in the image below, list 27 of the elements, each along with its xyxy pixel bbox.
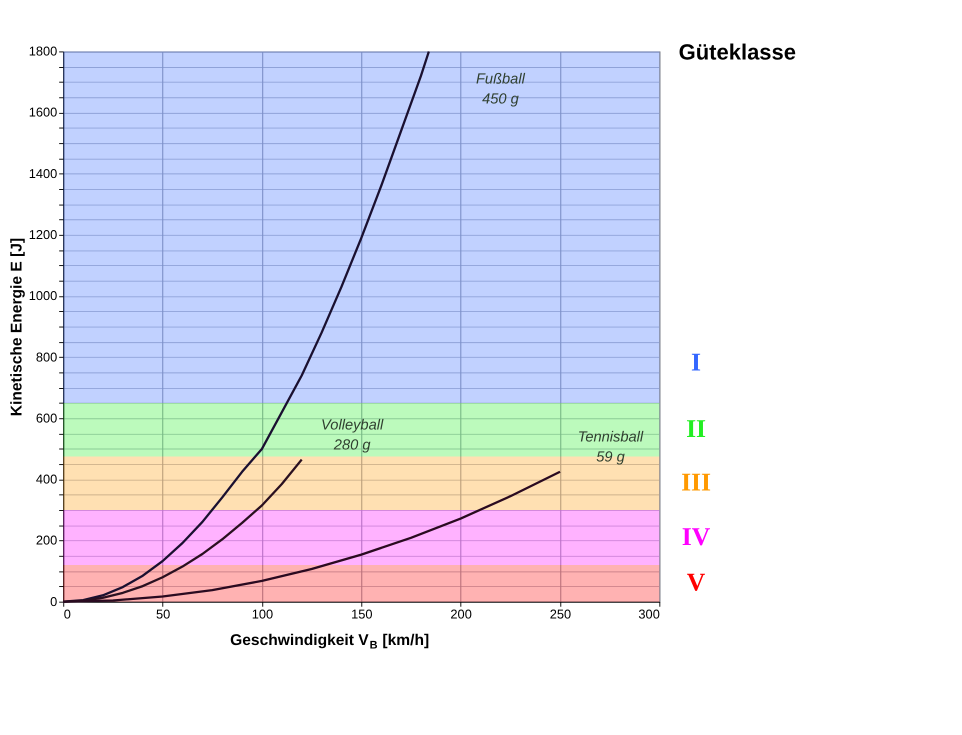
y-tick-label: 1200 <box>28 226 58 242</box>
y-tick-label: 200 <box>36 532 58 548</box>
text: Fußball 450 g <box>476 72 526 108</box>
y-tick-label: 800 <box>36 349 58 364</box>
band-label: III <box>681 468 712 497</box>
y-axis-title: Kinetische Energie E [J] <box>8 238 26 416</box>
band-label: I <box>691 348 702 377</box>
y-tick-label: 400 <box>36 472 58 487</box>
band-label: V <box>686 568 706 597</box>
legend-title: Güteklasse <box>678 40 796 65</box>
y-tick-label: 0 <box>50 594 58 609</box>
x-tick-label: 100 <box>252 606 274 622</box>
band-label: II <box>686 414 706 444</box>
x-tick-label: 150 <box>351 606 372 622</box>
y-tick-label: 1600 <box>28 104 58 120</box>
y-tick-label: 1000 <box>28 288 58 304</box>
x-tick-label: 300 <box>638 606 660 622</box>
y-tick-label: 600 <box>36 410 58 426</box>
band-label: IV <box>682 522 711 551</box>
x-tick-label: 200 <box>450 606 472 622</box>
x-tick-label: 0 <box>64 606 71 622</box>
y-tick-label: 1400 <box>28 166 58 181</box>
x-tick-label: 250 <box>550 606 572 622</box>
y-tick-label: 1800 <box>28 44 58 59</box>
x-tick-label: 50 <box>156 606 170 622</box>
series-label: Volleyball 280 g <box>321 417 384 454</box>
series-label: Tennisball 59 g <box>578 430 644 466</box>
